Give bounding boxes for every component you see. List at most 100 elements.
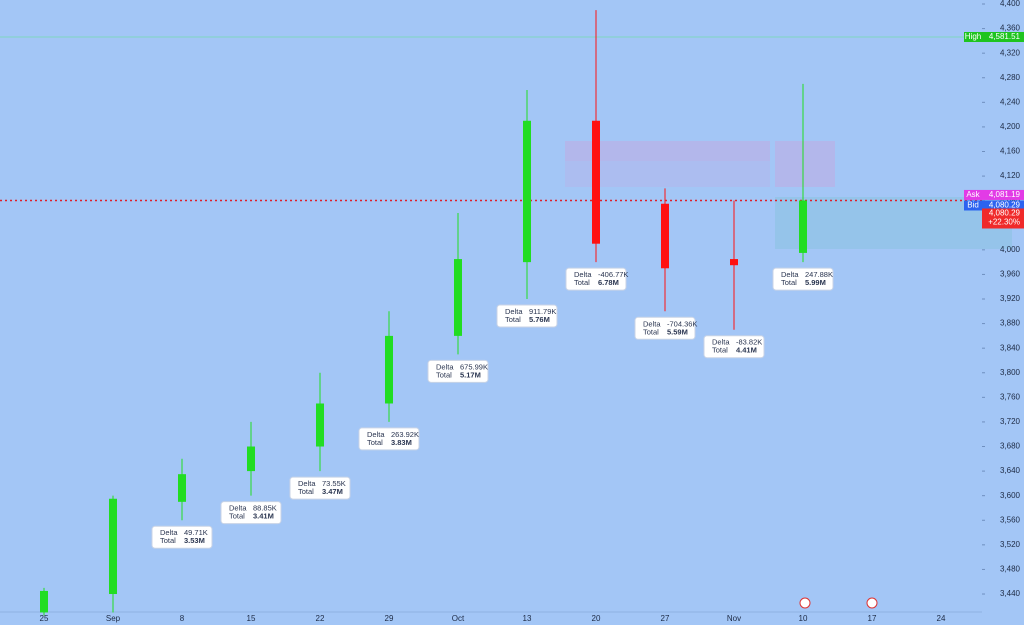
total-label: Total [781, 278, 797, 287]
y-tick-label: 3,800 [1000, 368, 1021, 377]
summary-bg [703, 335, 765, 359]
x-tick-label: 13 [523, 614, 532, 623]
bid-tag: Bid 4,080.29 [964, 200, 1024, 211]
y-tick-label: 3,960 [1000, 270, 1021, 279]
y-tick-label: 3,640 [1000, 466, 1021, 475]
x-tick-label: 27 [661, 614, 670, 623]
total-value: 3.53M [184, 536, 205, 545]
summary-box: Delta 73.55K Total 3.47M [289, 476, 351, 500]
delta-value: -406.77K [598, 270, 628, 279]
y-tick-label: 3,560 [1000, 515, 1021, 524]
x-tick-label: 15 [247, 614, 256, 623]
ask-tag-text: 4,081.19 [989, 190, 1021, 199]
candle-body [109, 498, 117, 595]
x-tick-label: 29 [385, 614, 394, 623]
high-tag-bg [982, 32, 1024, 42]
total-value: 5.99M [805, 278, 826, 287]
y-tick-label: 3,520 [1000, 540, 1021, 549]
candle-body [385, 335, 393, 404]
delta-value: 49.71K [184, 528, 208, 537]
total-value: 6.78M [598, 278, 619, 287]
event-icons [799, 597, 878, 609]
y-tick-label: 4,400 [1000, 0, 1021, 8]
summary-bg [151, 525, 213, 549]
candle-body [178, 474, 186, 502]
delta-label: Delta [229, 504, 247, 513]
summary-bg [358, 427, 420, 451]
event-icon[interactable] [799, 597, 811, 609]
summary-box: Delta -83.82K Total 4.41M [703, 335, 765, 359]
x-tick-label: 8 [180, 614, 185, 623]
x-tick-label: Sep [106, 614, 121, 623]
last-change: +22.30% [988, 218, 1020, 227]
y-tick-label: 4,000 [1000, 245, 1021, 254]
delta-label: Delta [367, 430, 385, 439]
summary-box: Delta 263.92K Total 3.83M [358, 427, 420, 451]
delta-value: -83.82K [736, 338, 762, 347]
y-tick-label: 4,120 [1000, 171, 1021, 180]
candle-body [40, 590, 48, 613]
candle-body [247, 446, 255, 472]
y-tick-label: 3,760 [1000, 392, 1021, 401]
high-tag: High 4,581.51 [964, 32, 1024, 42]
bid-tag-bg [982, 200, 1024, 211]
x-tick-label: 17 [868, 614, 877, 623]
y-tick-label: 4,320 [1000, 48, 1021, 57]
summary-box: Delta 88.85K Total 3.41M [220, 501, 282, 525]
summary-box: Delta 675.99K Total 5.17M [427, 359, 489, 383]
x-tick-label: 10 [799, 614, 808, 623]
x-tick-label: 20 [592, 614, 601, 623]
delta-label: Delta [574, 270, 592, 279]
y-tick-label: 4,160 [1000, 147, 1021, 156]
delta-label: Delta [436, 362, 454, 371]
last-price: 4,080.29 [989, 209, 1021, 218]
x-tick-label: Oct [452, 614, 465, 623]
delta-value: 263.92K [391, 430, 419, 439]
total-label: Total [298, 487, 314, 496]
y-tick-label: 3,920 [1000, 294, 1021, 303]
last-tag: 4,080.29+22.30% [982, 208, 1024, 229]
summary-bg [565, 267, 627, 291]
ask-tag-bg [982, 189, 1024, 200]
delta-label: Delta [643, 319, 661, 328]
bid-tag-tag: Bid [967, 201, 979, 210]
total-label: Total [229, 512, 245, 521]
bid-tag-text: 4,080.29 [989, 201, 1021, 210]
delta-label: Delta [160, 528, 178, 537]
summary-bg [772, 267, 834, 291]
event-icon[interactable] [866, 597, 878, 609]
candle-body [454, 259, 462, 336]
summary-box: Delta 911.79K Total 5.76M [496, 304, 558, 328]
summary-bg [427, 359, 489, 383]
high-tag-text: 4,581.51 [989, 32, 1021, 41]
y-tick-label: 4,200 [1000, 122, 1021, 131]
total-label: Total [436, 370, 452, 379]
total-label: Total [367, 438, 383, 447]
last-tag-bg [982, 208, 1024, 229]
delta-label: Delta [781, 270, 799, 279]
delta-value: 88.85K [253, 504, 277, 513]
y-tick-label: 3,880 [1000, 319, 1021, 328]
candle-body [316, 403, 324, 447]
y-tick-label: 4,280 [1000, 73, 1021, 82]
delta-label: Delta [505, 307, 523, 316]
candle-body [523, 120, 531, 263]
y-tick-label: 3,720 [1000, 417, 1021, 426]
delta-value: 73.55K [322, 479, 346, 488]
y-tick-label: 4,240 [1000, 97, 1021, 106]
summary-bg [220, 501, 282, 525]
high-tag-tag: High [965, 32, 981, 41]
delta-value: 675.99K [460, 362, 488, 371]
total-value: 3.47M [322, 487, 343, 496]
ask-tag-tag: Ask [966, 190, 980, 199]
total-value: 4.41M [736, 346, 757, 355]
high-tag-tag-bg [964, 32, 982, 42]
y-tick-label: 3,680 [1000, 442, 1021, 451]
y-tick-label: 3,840 [1000, 343, 1021, 352]
zone [775, 141, 835, 187]
total-value: 5.17M [460, 370, 481, 379]
total-label: Total [643, 327, 659, 336]
ask-tag-tag-bg [964, 189, 982, 200]
x-tick-label: Nov [727, 614, 741, 623]
